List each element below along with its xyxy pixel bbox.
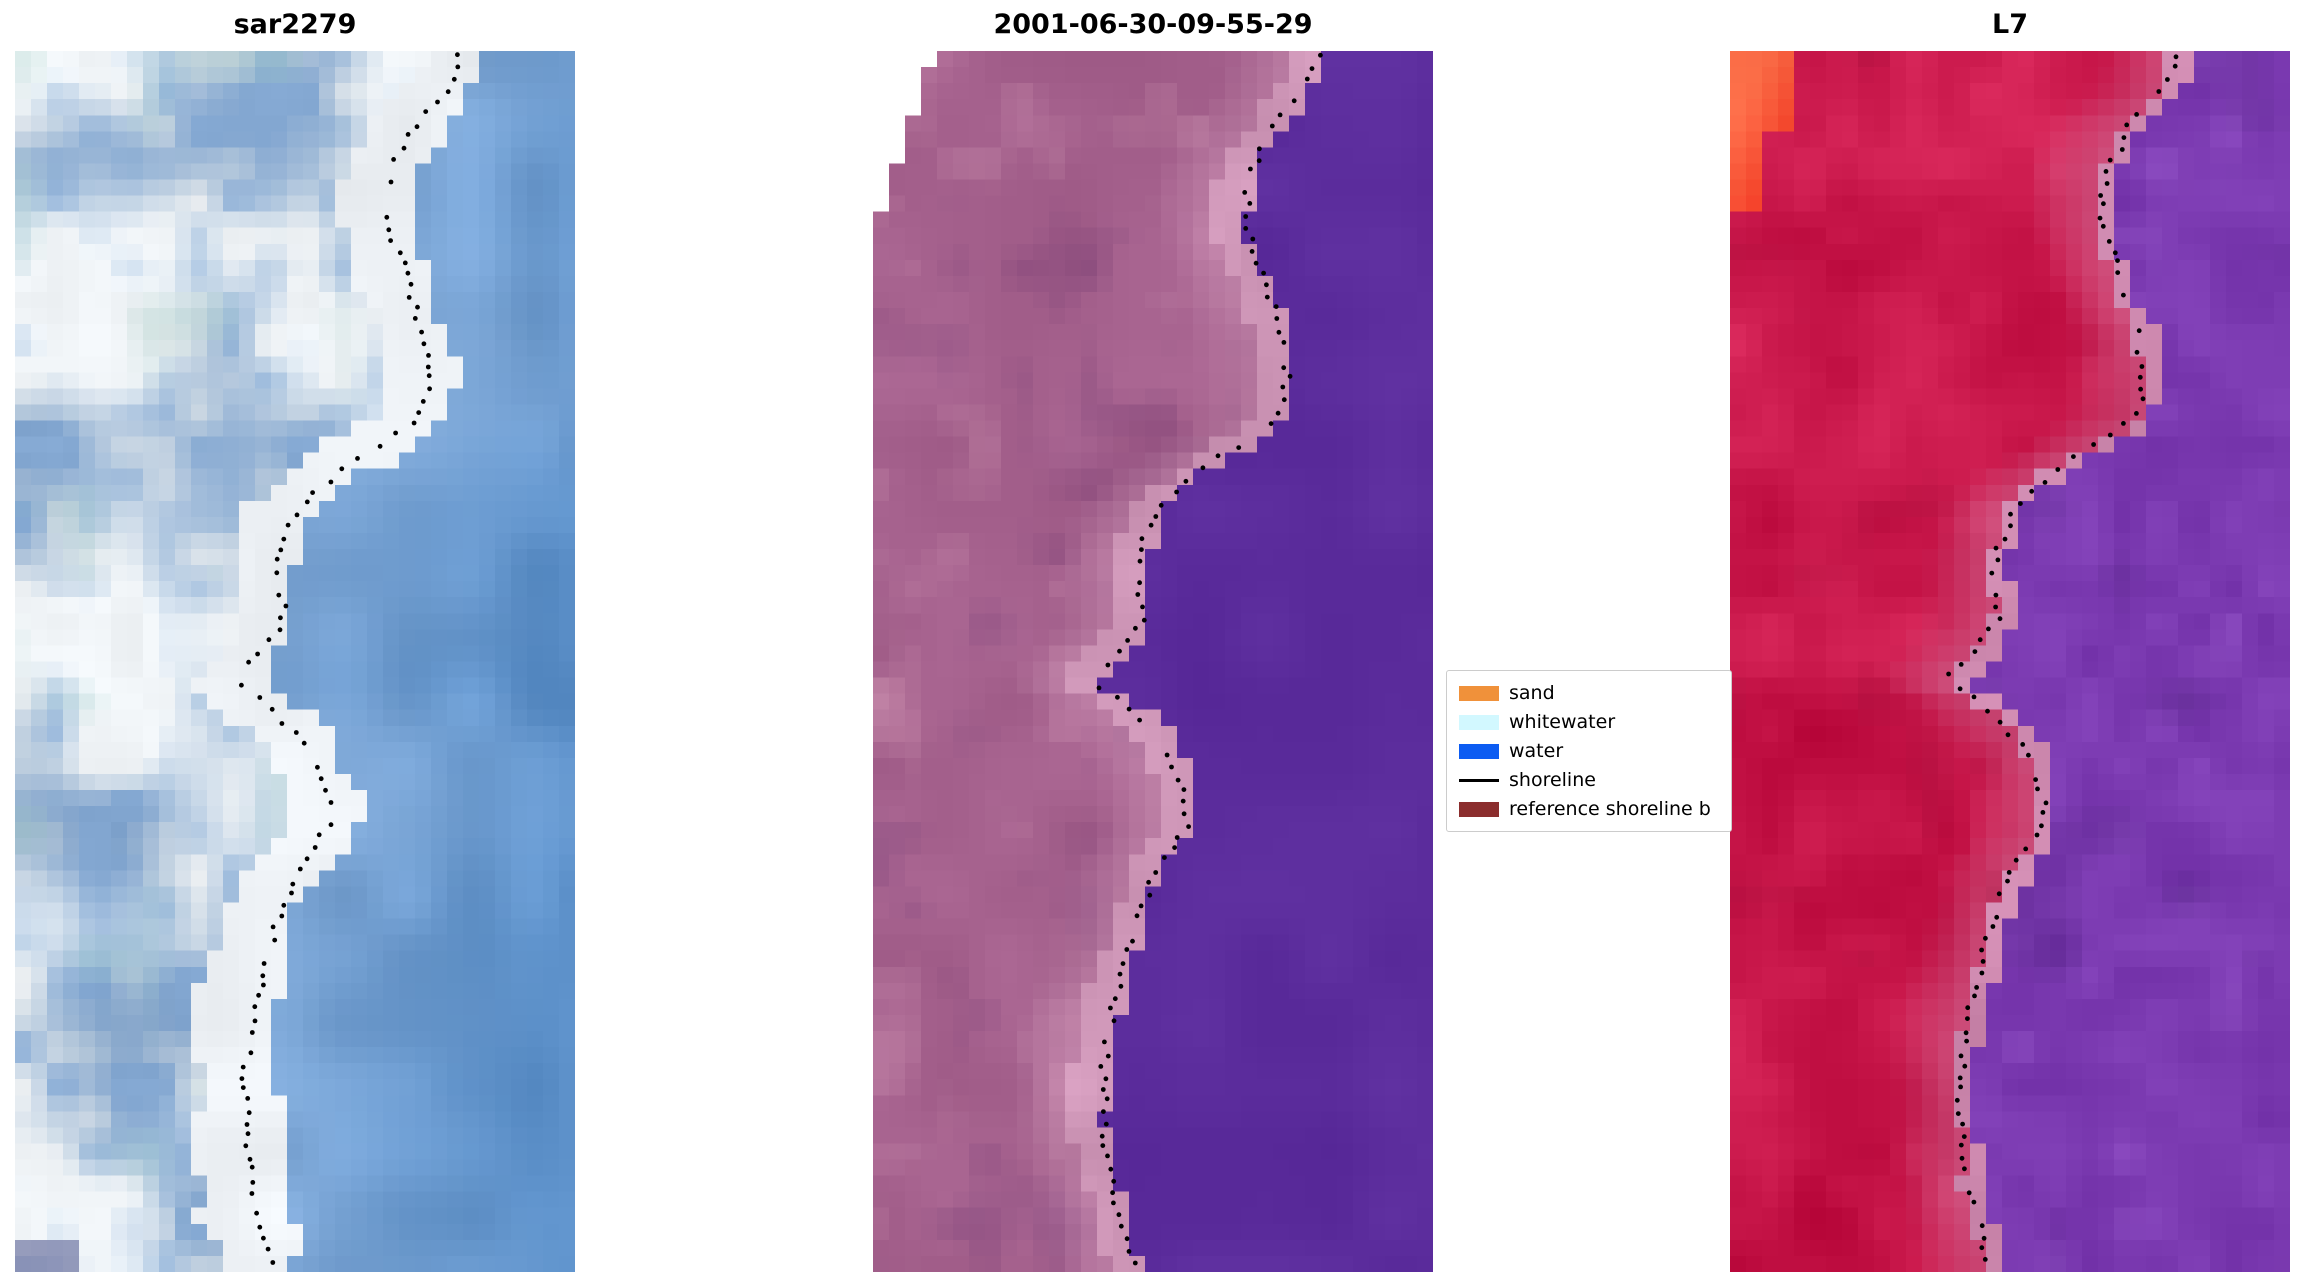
shoreline-dots-overlay [1096,52,1323,1266]
legend-label: whitewater [1509,711,1616,733]
legend-item-shoreline: shoreline [1459,766,1731,794]
water-swatch [1459,743,1499,759]
panel-title-sar2279: sar2279 [233,9,357,40]
shoreline-line-swatch [1459,778,1499,782]
panel-classified: 2001-06-30-09-55-29 [873,9,1433,1272]
panel-title-classified: 2001-06-30-09-55-29 [993,9,1313,40]
legend-item-water: water [1459,737,1731,765]
legend-label: shoreline [1509,769,1596,791]
sand-swatch [1459,685,1499,701]
shoreline-dots-overlay [239,52,461,1265]
panel-sar2279: sar2279 [15,9,575,1272]
classified-image-canvas [873,51,1433,1272]
landsat-image-canvas [1730,51,2290,1272]
legend-item-whitewater: whitewater [1459,708,1731,736]
legend-label: water [1509,740,1564,762]
legend-box: sand whitewater water shoreline referenc… [1446,670,1732,832]
whitewater-swatch [1459,714,1499,730]
sar-image-canvas [15,51,575,1272]
panel-title-l7: L7 [1992,9,2028,40]
shoreline-dots-overlay [1946,54,2179,1262]
reference-shoreline-swatch [1459,801,1499,817]
legend-item-sand: sand [1459,679,1731,707]
panel-l7: L7 [1730,9,2290,1272]
legend-item-reference-shoreline: reference shoreline b [1459,795,1731,823]
legend-label: sand [1509,682,1555,704]
legend-label: reference shoreline b [1509,798,1711,820]
